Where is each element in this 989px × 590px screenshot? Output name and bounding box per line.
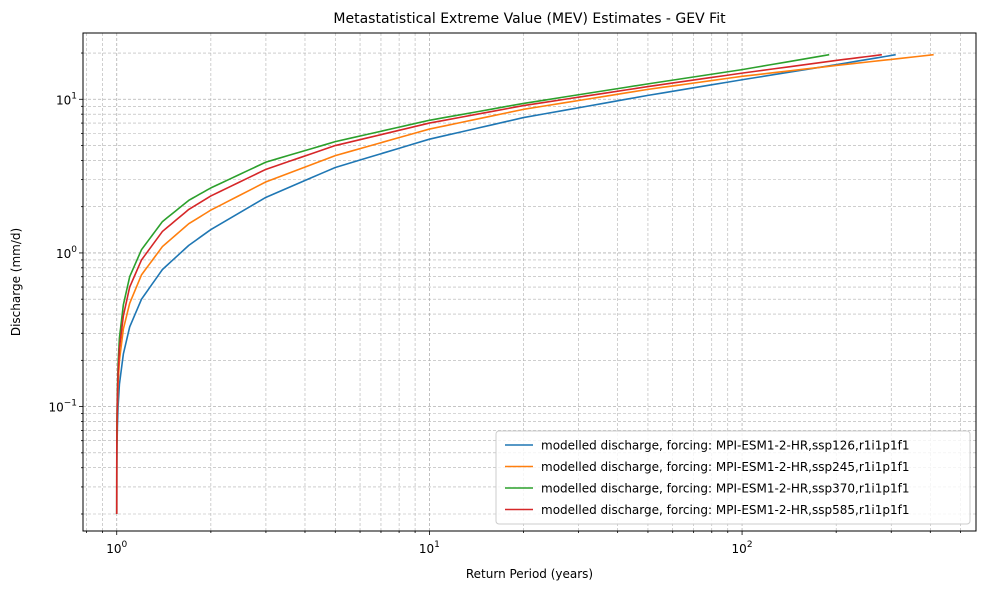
x-tick-label: 102 [732,540,753,556]
y-tick-label: 10−1 [48,399,77,415]
legend-label-4: modelled discharge, forcing: MPI-ESM1-2-… [541,503,909,517]
series-layer [115,53,934,514]
y-axis-label: Discharge (mm/d) [9,228,23,336]
x-tick-label: 100 [106,540,127,556]
plot-frame [82,32,977,532]
legend-label-3: modelled discharge, forcing: MPI-ESM1-2-… [541,482,909,496]
legend-box [495,430,971,525]
legend: modelled discharge, forcing: MPI-ESM1-2-… [495,430,971,525]
x-axis-label: Return Period (years) [466,567,593,581]
legend-label-1: modelled discharge, forcing: MPI-ESM1-2-… [541,439,909,453]
y-tick-label: 101 [56,91,77,107]
x-tick-label: 101 [419,540,440,556]
chart-title: Metastatistical Extreme Value (MEV) Esti… [333,11,726,27]
ticks-layer: 100 101 102 10−1 100 101 [48,52,962,556]
y-tick-label: 100 [56,245,77,261]
series-line-4 [115,53,882,514]
legend-label-2: modelled discharge, forcing: MPI-ESM1-2-… [541,460,909,474]
